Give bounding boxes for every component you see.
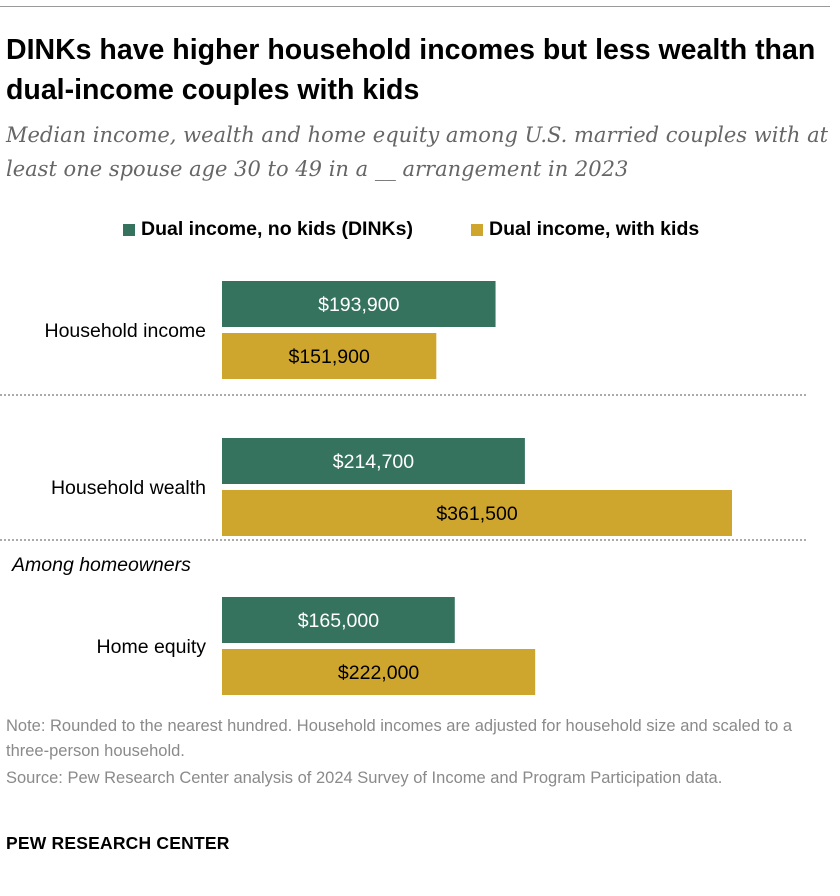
legend-swatch-dinks [123, 223, 135, 236]
legend-item-kids: Dual income, with kids [471, 218, 699, 241]
bar-household-wealth-dinks [222, 438, 525, 484]
data-label-household-income-dinks: $193,900 [318, 294, 399, 316]
bar-home-equity-dinks [222, 597, 455, 643]
data-label-household-income-kids: $151,900 [288, 346, 369, 368]
category-label-household-income: Household income [44, 320, 206, 342]
legend-label-kids: Dual income, with kids [489, 218, 700, 240]
chart-note: Note: Rounded to the nearest hundred. Ho… [6, 717, 793, 760]
bar-household-income-dinks [222, 281, 496, 327]
data-label-household-wealth-kids: $361,500 [436, 503, 517, 525]
legend-item-dinks: Dual income, no kids (DINKs) [123, 218, 413, 241]
data-label-household-wealth-dinks: $214,700 [333, 451, 414, 473]
chart-title: DINKs have higher household incomes but … [6, 34, 816, 106]
data-label-home-equity-dinks: $165,000 [298, 610, 379, 632]
legend: Dual income, no kids (DINKs) Dual income… [0, 218, 840, 242]
data-label-home-equity-kids: $222,000 [338, 662, 419, 684]
chart-source: Source: Pew Research Center analysis of … [6, 769, 723, 787]
bar-home-equity-kids [222, 649, 536, 695]
chart-subtitle: Median income, wealth and home equity am… [6, 123, 829, 181]
bar-household-wealth-kids [222, 490, 732, 536]
top-rule [0, 6, 830, 7]
category-label-home-equity: Home equity [97, 636, 207, 658]
bar-household-income-kids [222, 333, 437, 379]
group-label-homeowners: Among homeowners [11, 554, 191, 576]
category-label-household-wealth: Household wealth [51, 477, 206, 499]
legend-swatch-kids [471, 223, 483, 236]
brand-logo-text: PEW RESEARCH CENTER [6, 833, 230, 853]
legend-label-dinks: Dual income, no kids (DINKs) [141, 218, 413, 240]
bar-chart: Household income $193,900 $151,900 Househol… [0, 281, 808, 695]
